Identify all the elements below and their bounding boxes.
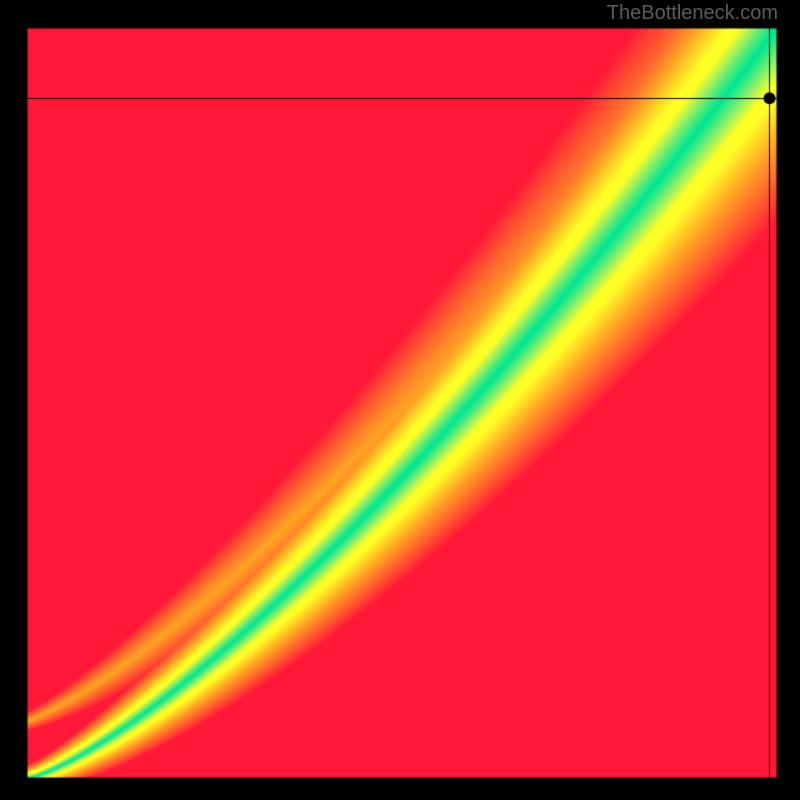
heatmap-canvas bbox=[0, 0, 800, 800]
chart-container: TheBottleneck.com bbox=[0, 0, 800, 800]
attribution-text: TheBottleneck.com bbox=[607, 2, 778, 25]
